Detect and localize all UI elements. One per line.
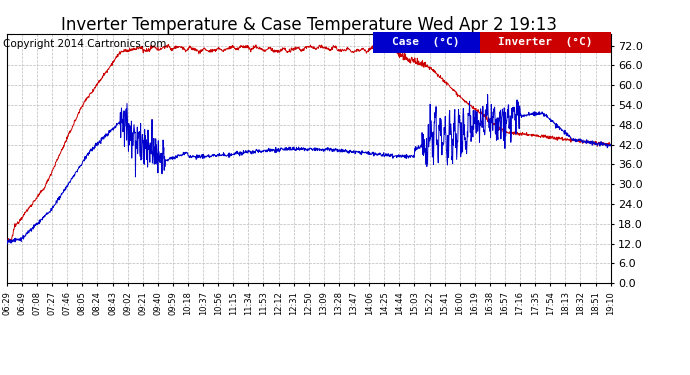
- Text: Case  (°C): Case (°C): [393, 37, 460, 47]
- Text: Copyright 2014 Cartronics.com: Copyright 2014 Cartronics.com: [3, 39, 167, 50]
- Text: Inverter  (°C): Inverter (°C): [498, 37, 592, 47]
- Title: Inverter Temperature & Case Temperature Wed Apr 2 19:13: Inverter Temperature & Case Temperature …: [61, 16, 557, 34]
